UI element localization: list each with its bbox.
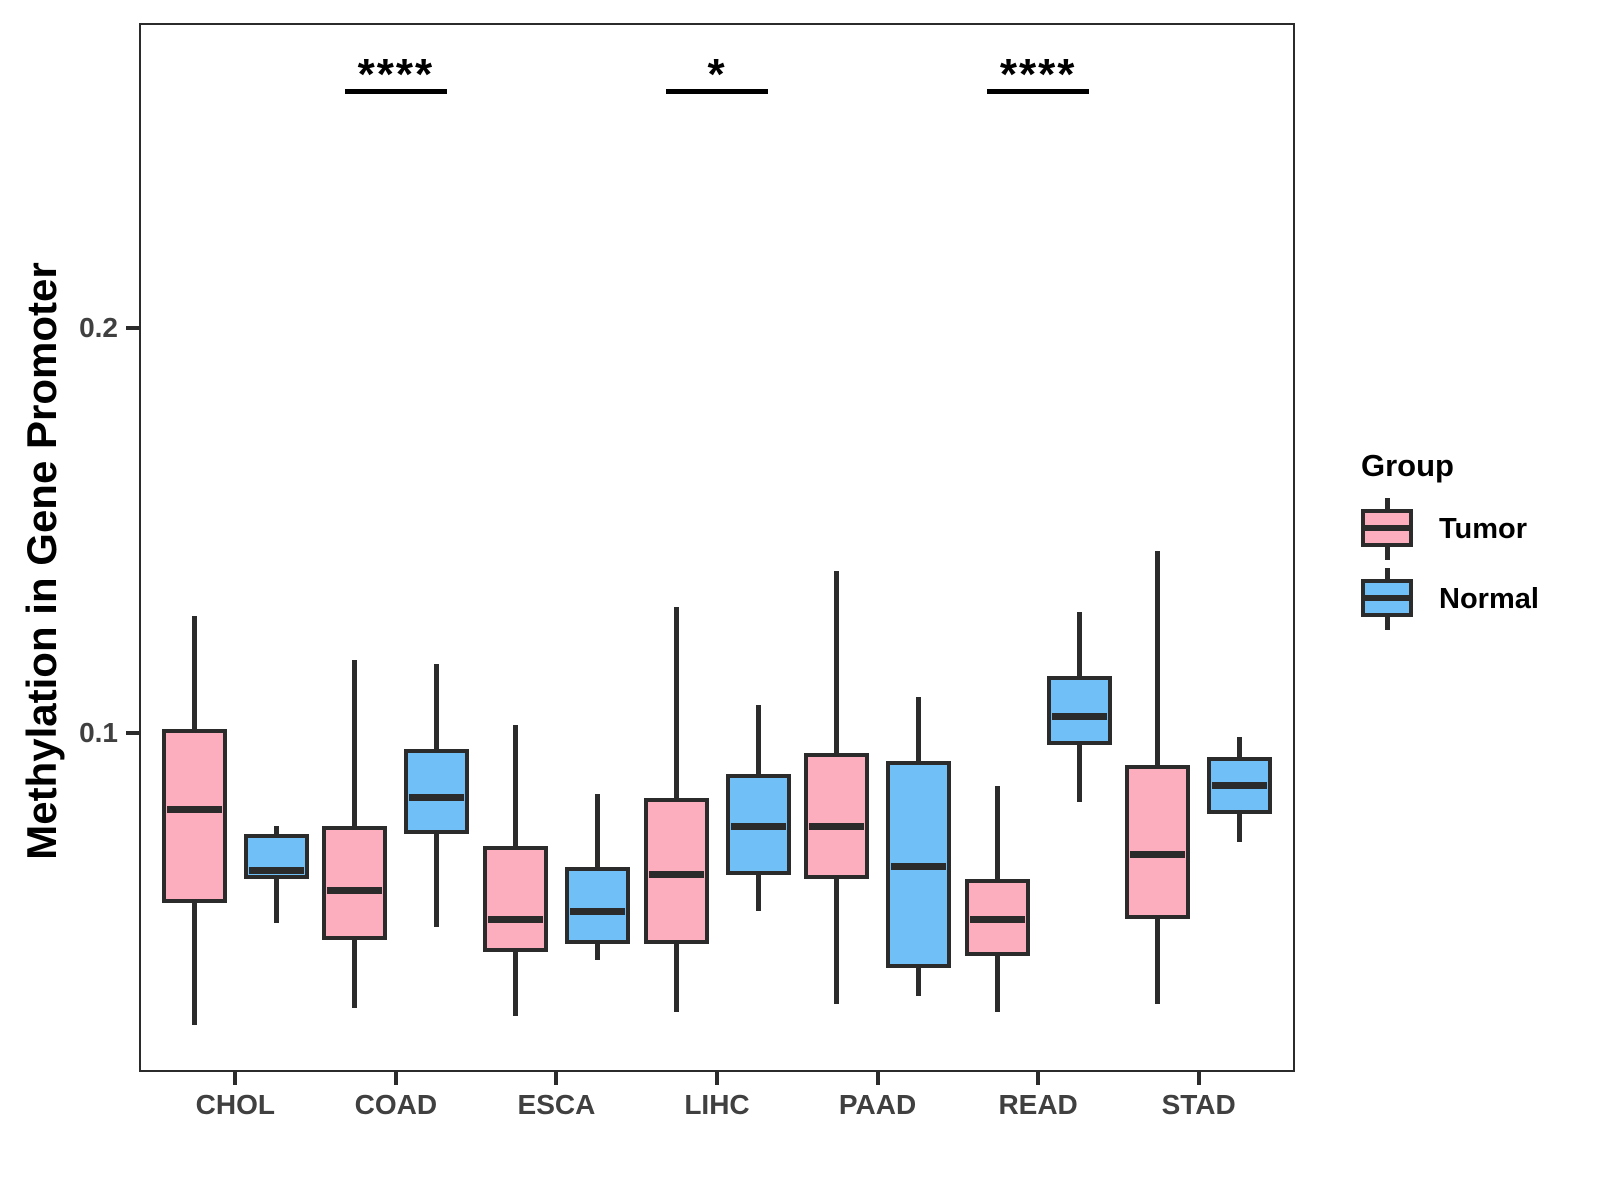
sig-bar-LIHC [666,89,768,94]
median-normal-STAD [1212,782,1268,790]
legend-label-normal: Normal [1439,582,1539,615]
x-category-label-CHOL: CHOL [195,1089,275,1120]
median-normal-COAD [409,794,465,802]
box-normal-COAD [404,749,470,835]
sig-label-READ: **** [999,50,1077,99]
box-tumor-LIHC [643,797,709,944]
x-tick-mark [1196,1072,1201,1085]
box-tumor-COAD [322,826,388,940]
median-tumor-CHOL [166,806,222,814]
sig-label-LIHC: * [707,50,727,99]
box-normal-ESCA [564,866,630,944]
y-tick-mark [126,731,139,735]
x-tick-mark [393,1072,398,1085]
x-tick-mark [715,1072,719,1085]
median-tumor-READ [969,915,1025,923]
legend-label-tumor: Tumor [1439,512,1528,545]
x-tick-mark [875,1072,880,1085]
sig-label-COAD: **** [357,50,435,99]
x-category-label-ESCA: ESCA [517,1089,596,1120]
median-normal-CHOL [248,867,304,875]
x-category-label-READ: READ [998,1089,1078,1120]
box-tumor-STAD [1125,765,1191,920]
median-tumor-PAAD [809,822,865,830]
median-normal-READ [1051,713,1107,721]
median-tumor-ESCA [487,915,543,923]
box-tumor-PAAD [804,753,870,879]
key-median [1365,525,1409,531]
median-tumor-COAD [327,887,383,895]
y-tick-label: 0.2 [79,312,118,343]
median-normal-LIHC [730,822,786,830]
x-category-label-COAD: COAD [354,1089,438,1120]
sig-bar-READ [987,89,1090,94]
normal-boxplot-key-icon [1361,568,1413,630]
box-tumor-CHOL [161,728,227,904]
box-normal-READ [1046,676,1112,746]
x-category-label-STAD: STAD [1161,1089,1236,1120]
tumor-boxplot-key-icon [1361,498,1413,560]
x-category-label-LIHC: LIHC [684,1089,750,1120]
median-tumor-LIHC [648,871,704,879]
y-axis-title: Methylation in Gene Promoter [18,262,65,860]
sig-bar-COAD [344,89,447,94]
legend-title: Group [1361,448,1454,483]
legend: Group Tumor Normal [1361,448,1539,638]
median-normal-PAAD [891,863,947,871]
y-tick-mark [126,326,139,330]
median-normal-ESCA [569,907,625,915]
legend-entry-tumor: Tumor [1361,498,1539,560]
plot-panel [139,23,1295,1072]
x-tick-mark [233,1072,238,1085]
median-tumor-STAD [1130,851,1186,858]
x-tick-mark [554,1072,559,1085]
y-tick-label: 0.1 [79,717,118,748]
legend-entry-normal: Normal [1361,568,1539,630]
x-tick-mark [1036,1072,1041,1085]
key-median [1365,595,1409,601]
box-tumor-ESCA [482,846,548,952]
x-category-label-PAAD: PAAD [838,1089,917,1120]
